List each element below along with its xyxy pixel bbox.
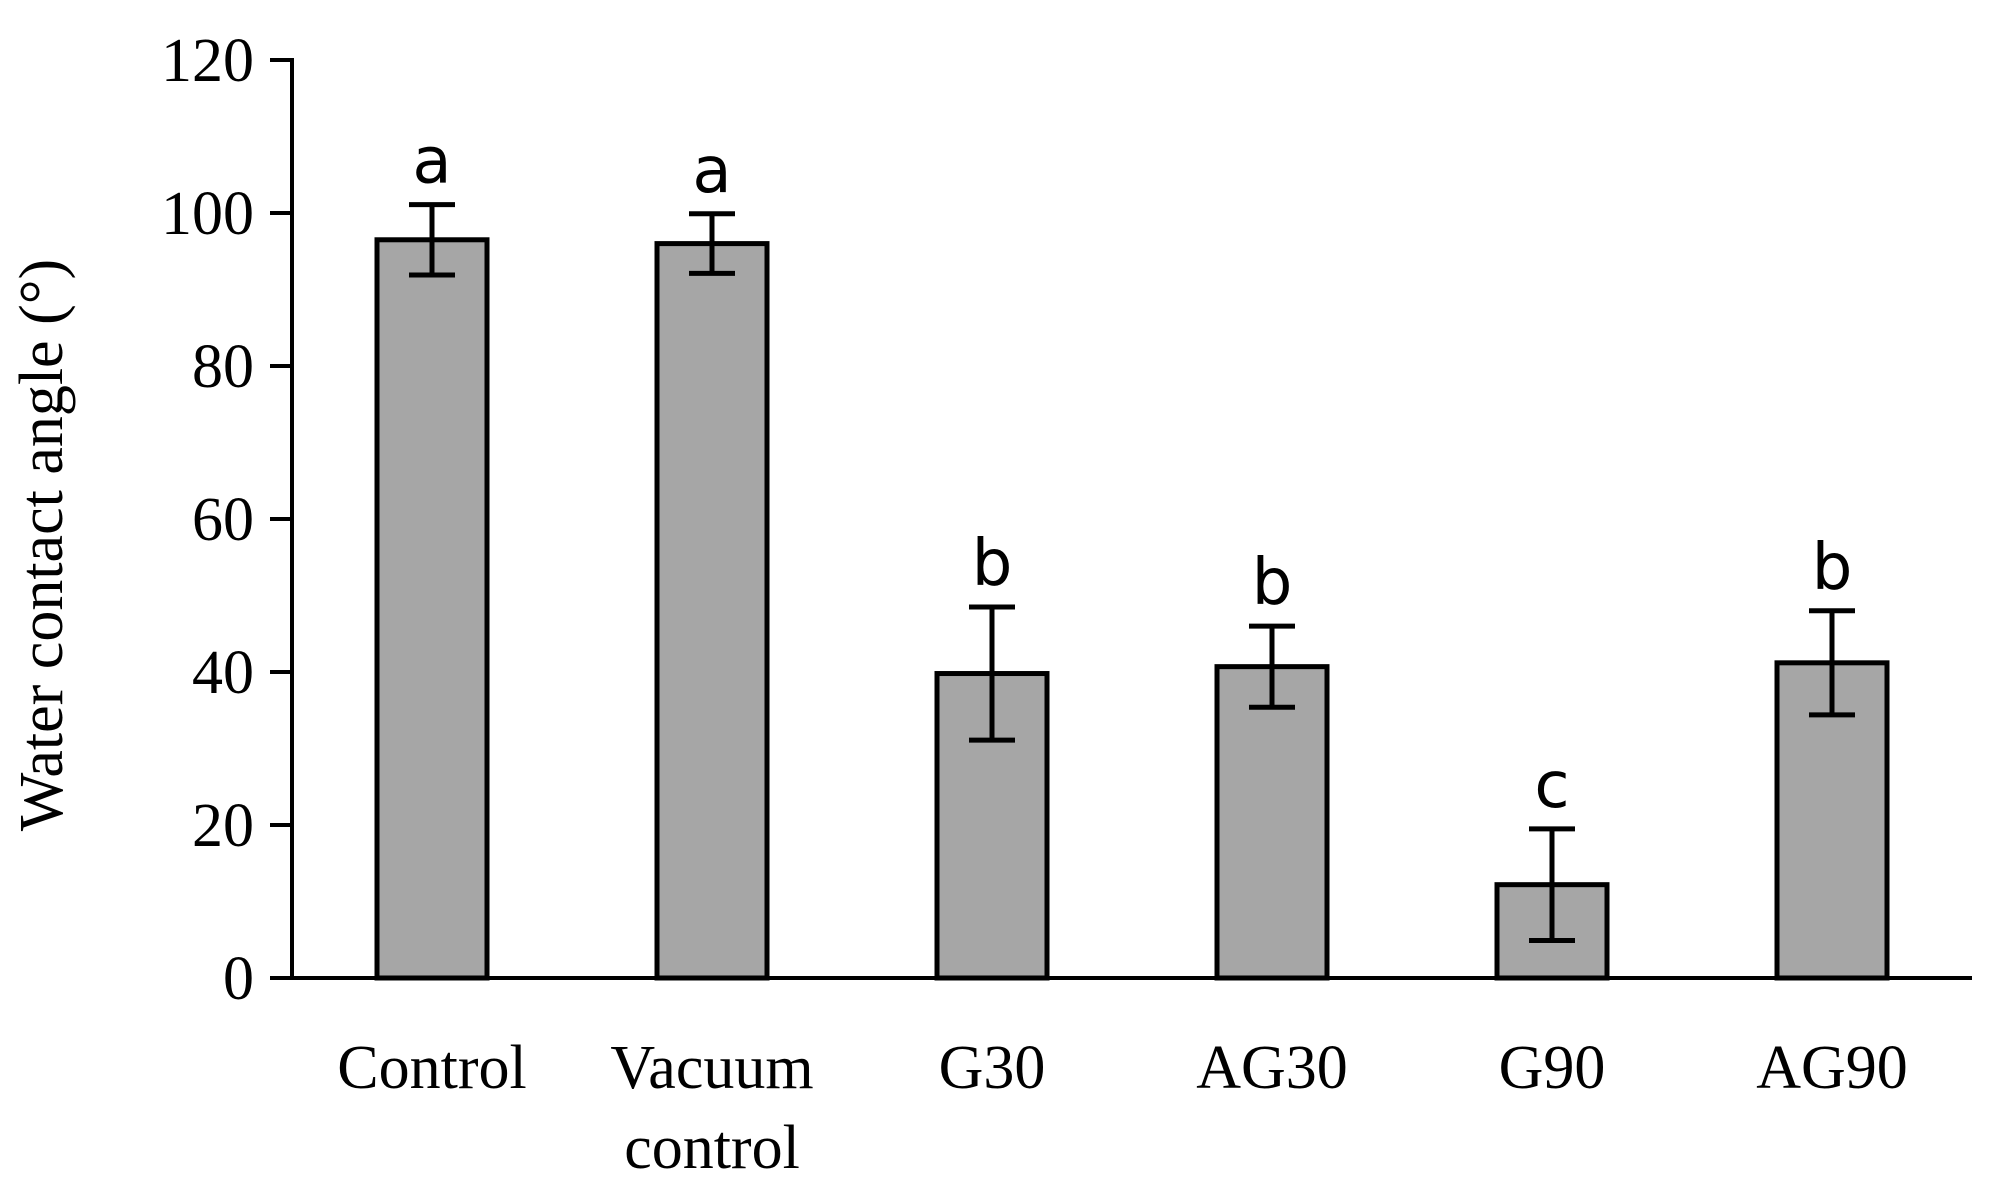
x-tick-label: Control: [337, 1034, 526, 1102]
x-tick-label: G90: [1499, 1034, 1606, 1102]
x-tick-label: control: [624, 1114, 800, 1182]
significance-letter: a: [692, 134, 731, 208]
significance-letter: b: [1252, 546, 1293, 620]
x-tick-label: AG30: [1196, 1034, 1348, 1102]
x-tick-label: AG90: [1756, 1034, 1908, 1102]
y-axis: 0 20 40 60 80 100 120: [161, 27, 294, 1013]
y-tick-label: 60: [192, 486, 254, 554]
y-tick-label: 120: [161, 27, 254, 95]
significance-letter: c: [1534, 749, 1569, 823]
significance-letter: b: [1812, 531, 1853, 605]
x-axis: Control Vacuum control G30 AG30 G90 AG90: [292, 976, 1972, 1182]
y-axis-title: Water contact angle (°): [8, 259, 76, 831]
y-tick-label: 80: [192, 333, 254, 401]
x-tick-label: G30: [939, 1034, 1046, 1102]
x-tick-label: Vacuum: [610, 1034, 813, 1102]
y-tick-label: 0: [223, 945, 254, 1013]
bar: [374, 237, 490, 981]
significance-letter: b: [972, 527, 1013, 601]
bar: [654, 241, 770, 981]
y-tick-label: 20: [192, 792, 254, 860]
bars-group: a a b b c b: [374, 125, 1890, 981]
significance-letter: a: [412, 125, 451, 199]
bar: [1214, 664, 1330, 981]
y-tick-label: 100: [161, 180, 254, 248]
y-tick-label: 40: [192, 639, 254, 707]
